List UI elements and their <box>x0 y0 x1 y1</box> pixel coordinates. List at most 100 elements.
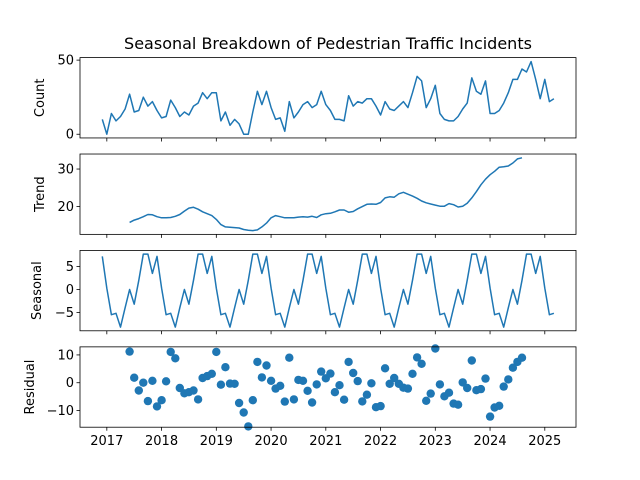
residual-point <box>143 396 153 406</box>
residual-point <box>161 377 171 386</box>
residual-point <box>481 374 490 383</box>
seasonal-line <box>101 253 555 328</box>
seasonal-y-tick-label: 5 <box>66 260 74 275</box>
residual-point <box>130 373 139 382</box>
residual-point <box>307 398 317 407</box>
seasonal-axes-frame <box>79 250 577 332</box>
trend-line <box>129 157 523 232</box>
residual-point <box>412 353 422 362</box>
residual-point <box>152 402 162 411</box>
residual-point <box>125 347 134 356</box>
residual-point <box>134 386 143 395</box>
residual-point <box>171 354 180 363</box>
residual-point <box>335 381 344 390</box>
x-tick-label: 2025 <box>528 434 561 449</box>
observed-y-axis-label: Count <box>33 78 48 117</box>
residual-point <box>230 379 239 388</box>
residual-point <box>380 364 390 373</box>
residual-point <box>495 401 504 410</box>
residual-point <box>303 386 312 395</box>
trend-axes-frame <box>79 153 577 235</box>
residual-point <box>349 368 358 378</box>
residual-point <box>189 386 198 395</box>
observed-line <box>101 60 555 135</box>
residual-point <box>330 388 340 397</box>
residual-point <box>257 373 267 382</box>
residual-point <box>139 378 148 387</box>
subplot-residual: −10 0 10 2017 2018 2019 2020 2021 2022 2023 2024 20… <box>23 344 577 449</box>
residual-point <box>221 363 230 372</box>
seasonal-y-tick-label: 0 <box>66 283 74 298</box>
x-tick-label: 2023 <box>419 434 452 449</box>
x-tick-label: 2018 <box>145 434 178 449</box>
residual-point <box>248 396 257 405</box>
residual-y-tick-label: −10 <box>47 404 74 419</box>
observed-y-tick-label: 50 <box>57 54 74 69</box>
residual-point <box>385 379 394 388</box>
residual-point <box>417 359 426 368</box>
residual-point <box>517 353 527 362</box>
residual-point <box>253 357 262 367</box>
residual-point <box>280 397 289 406</box>
x-tick-label: 2022 <box>364 434 397 449</box>
residual-point <box>476 384 486 394</box>
residual-point <box>499 382 508 391</box>
observed-axes-frame <box>79 57 577 139</box>
residual-point <box>344 357 353 367</box>
residual-point <box>504 375 513 384</box>
residual-point <box>148 376 157 385</box>
subplot-trend: 20 30 Trend <box>33 153 577 238</box>
observed-y-tick-label: 0 <box>66 128 74 143</box>
residual-point <box>166 347 175 357</box>
trend-y-tick-label: 20 <box>57 200 74 215</box>
residual-y-tick-label: 10 <box>57 348 74 363</box>
residual-point <box>216 380 226 389</box>
x-tick-label: 2019 <box>200 434 233 449</box>
residual-point <box>239 408 248 417</box>
residual-point <box>485 412 495 421</box>
residual-point <box>358 397 367 406</box>
residual-point <box>207 369 216 378</box>
residual-point <box>376 401 385 411</box>
residual-point <box>463 383 472 393</box>
residual-point <box>326 369 335 378</box>
residual-point <box>435 380 445 389</box>
chart-title: Seasonal Breakdown of Pedestrian Traffic… <box>124 34 532 53</box>
residual-point <box>508 363 518 372</box>
residual-point <box>362 390 372 399</box>
subplot-seasonal: −5 0 5 Seasonal <box>30 250 577 335</box>
trend-y-axis-label: Trend <box>33 176 48 213</box>
residual-point <box>262 361 271 370</box>
x-tick-label: 2020 <box>255 434 288 449</box>
residual-point <box>431 344 440 353</box>
residual-point <box>444 388 454 397</box>
residual-point <box>467 356 476 365</box>
residual-point <box>390 373 399 383</box>
residual-point <box>276 381 285 390</box>
residual-point <box>298 376 308 385</box>
residual-point <box>193 395 203 404</box>
subplots: 0 50 Count 20 30 Trend −5 0 5 Seasonal −10 0 10 2017 2… <box>23 54 577 449</box>
residual-point <box>408 369 417 378</box>
residual-point <box>244 422 253 431</box>
seasonal-y-axis-label: Seasonal <box>30 261 45 320</box>
residual-y-tick-label: 0 <box>66 376 74 391</box>
trend-y-tick-label: 30 <box>57 163 74 178</box>
residual-point <box>266 376 276 385</box>
residual-axes-frame <box>79 346 577 428</box>
residual-y-axis-label: Residual <box>23 360 38 415</box>
residual-point <box>403 384 413 393</box>
residual-point <box>212 347 221 357</box>
residual-point <box>289 395 299 404</box>
x-tick-label: 2021 <box>309 434 342 449</box>
residual-point <box>157 396 166 405</box>
x-tick-label: 2024 <box>474 434 507 449</box>
residual-point <box>422 396 431 405</box>
residual-point <box>426 389 435 398</box>
x-tick-label: 2017 <box>90 434 123 449</box>
residual-point <box>353 376 362 386</box>
residual-point <box>367 379 376 388</box>
residual-point <box>317 367 326 376</box>
